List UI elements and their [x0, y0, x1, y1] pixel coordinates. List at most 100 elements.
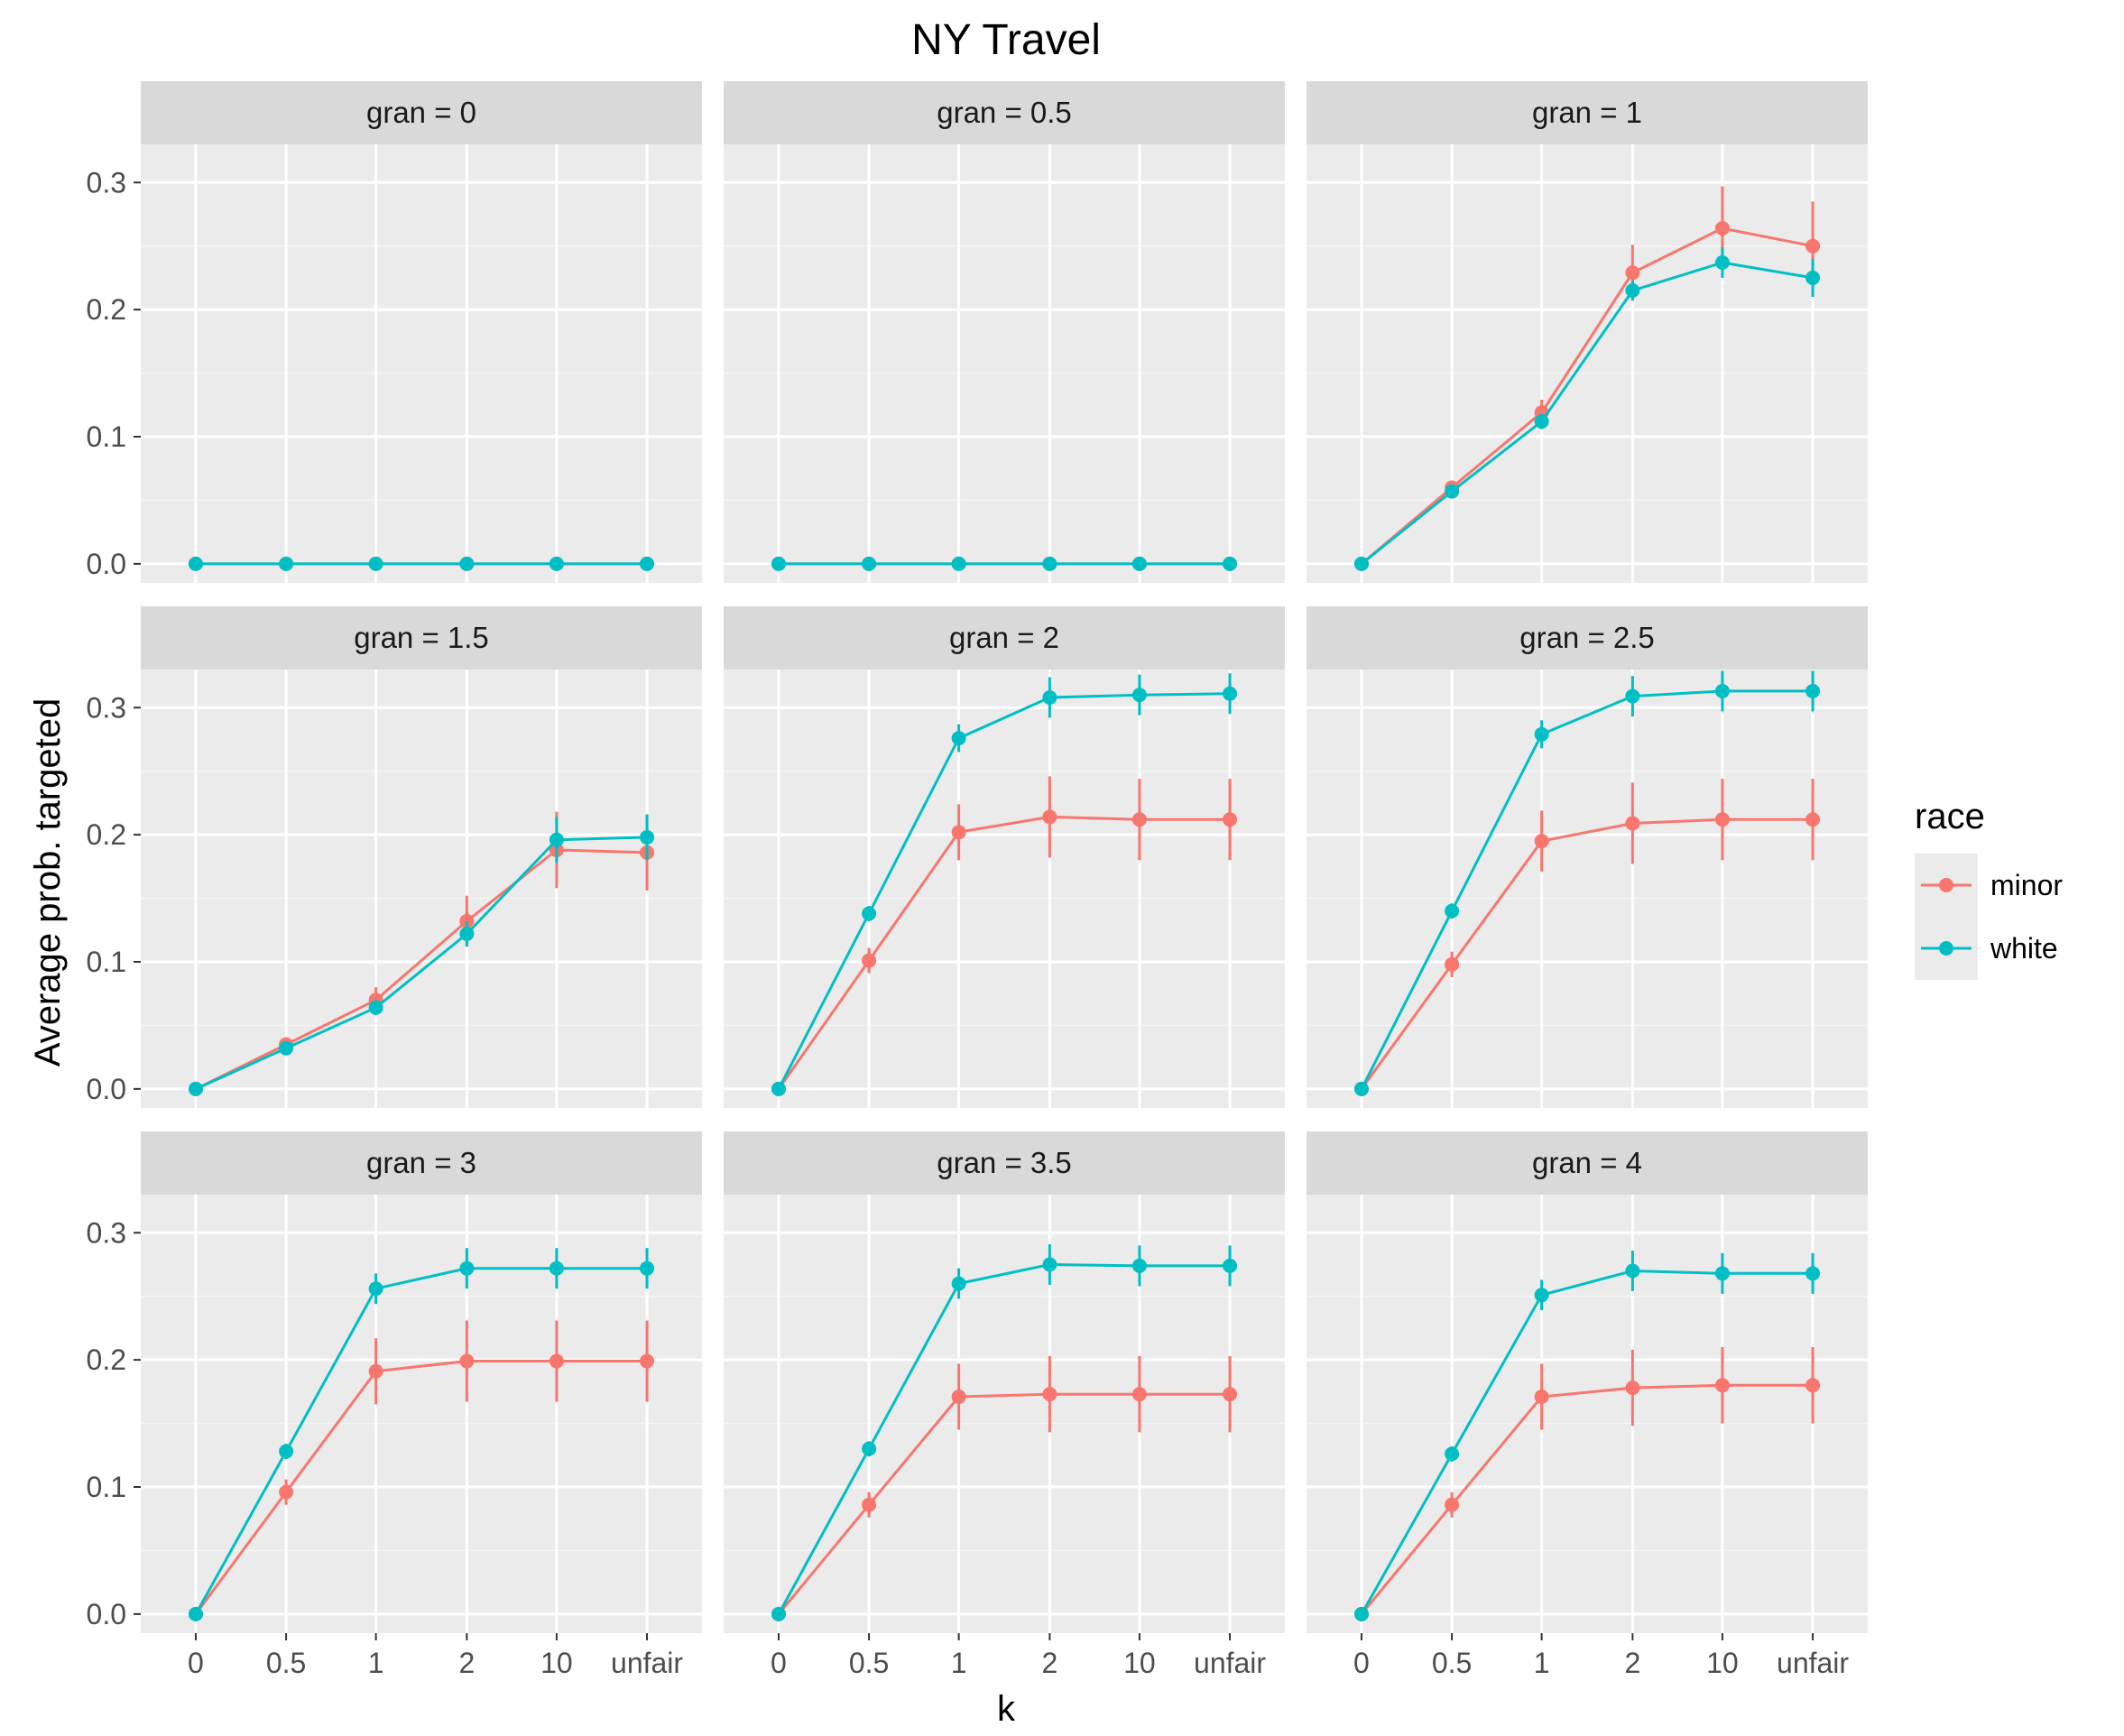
data-point	[640, 829, 655, 845]
data-point	[1353, 1606, 1369, 1621]
x-tick-label: unfair	[611, 1647, 683, 1679]
data-point	[1805, 238, 1821, 254]
data-point	[1625, 265, 1640, 281]
data-point	[862, 556, 877, 571]
y-tick-label: 0.1	[87, 946, 126, 978]
data-point	[549, 556, 564, 571]
data-point	[1223, 1387, 1238, 1402]
facet-strip-label: gran = 0.5	[937, 96, 1072, 129]
data-point	[1714, 812, 1730, 827]
series-line	[195, 836, 648, 1091]
data-point	[1714, 220, 1730, 235]
facet-strip-label: gran = 1	[1532, 96, 1642, 129]
y-tick-label: 0.1	[87, 1471, 126, 1503]
series-line	[1360, 1269, 1813, 1615]
series-white	[188, 556, 655, 571]
data-point	[1805, 683, 1821, 698]
x-tick-label: 1	[1534, 1647, 1550, 1679]
data-point	[549, 1260, 564, 1276]
facet-strip-label: gran = 3	[366, 1146, 476, 1179]
data-point	[862, 1497, 877, 1512]
facet-strip-label: gran = 2	[949, 621, 1059, 654]
data-point	[1625, 816, 1640, 831]
data-point	[1353, 1081, 1369, 1096]
panel-background	[724, 144, 1285, 583]
facet-panel: gran = 4 0 0.5 1 2 10 unfair	[1307, 1131, 1868, 1679]
data-point	[1714, 255, 1730, 271]
x-tick-label: 10	[540, 1647, 573, 1679]
panel-background	[141, 669, 702, 1108]
panel-background	[1307, 669, 1868, 1108]
data-point	[188, 1081, 203, 1096]
data-point	[1042, 1387, 1057, 1402]
data-point	[1805, 1378, 1821, 1393]
series-line	[195, 848, 648, 1091]
facet-panel: gran = 0 0.0 0.1 0.2 0.3	[87, 81, 702, 583]
data-point	[951, 731, 966, 746]
x-tick-label: 10	[1123, 1647, 1156, 1679]
data-point	[368, 1000, 383, 1015]
data-point	[549, 1353, 564, 1369]
facet-strip	[141, 1131, 702, 1195]
series-white	[1353, 247, 1821, 571]
y-tick-label: 0.0	[87, 1598, 126, 1630]
facet-strip	[724, 81, 1285, 144]
data-point	[368, 1281, 383, 1297]
series-line	[1361, 261, 1814, 566]
facet-strip-label: gran = 3.5	[937, 1146, 1072, 1179]
data-point	[1042, 809, 1057, 825]
data-point	[1042, 1257, 1057, 1272]
series-line	[194, 1267, 647, 1615]
data-point	[1131, 688, 1147, 703]
x-tick-label: 0.5	[1432, 1647, 1472, 1679]
series-white	[188, 1248, 655, 1621]
legend-title: race	[1915, 797, 1985, 836]
data-point	[459, 1260, 475, 1276]
x-tick-label: unfair	[1194, 1647, 1266, 1679]
series-minor	[188, 1320, 655, 1621]
panel-background	[724, 1195, 1285, 1633]
x-tick-label: 0	[771, 1647, 787, 1679]
facet-panels: gran = 0 0.0 0.1 0.2 0.3 gran = 0.5 gran = 1 gr…	[87, 81, 1868, 1679]
panel-background	[724, 669, 1285, 1108]
facet-strip	[141, 81, 702, 144]
series-line	[1360, 817, 1813, 1090]
data-point	[1353, 556, 1369, 571]
data-point	[951, 1389, 966, 1404]
data-point	[1534, 726, 1549, 742]
series-white	[1353, 670, 1821, 1096]
legend-label: minor	[1990, 869, 2063, 901]
panel-background	[141, 144, 702, 583]
series-white	[771, 673, 1238, 1096]
data-point	[279, 1444, 294, 1459]
data-point	[1805, 812, 1821, 827]
data-point	[459, 1353, 475, 1369]
data-point	[1042, 556, 1057, 571]
y-tick-label: 0.3	[87, 166, 126, 199]
facet-strip	[724, 606, 1285, 669]
series-line	[194, 1360, 647, 1615]
x-tick-label: 0	[188, 1647, 204, 1679]
data-point	[188, 556, 203, 571]
y-tick-label: 0.3	[87, 1216, 126, 1249]
facet-panel: gran = 3 0.0 0.1 0.2 0.3 0 0.5 1 2 10 unfair	[87, 1131, 702, 1679]
data-point	[279, 556, 294, 571]
data-point	[459, 556, 475, 571]
facet-strip	[1307, 81, 1868, 144]
data-point	[640, 556, 655, 571]
series-minor	[771, 1355, 1238, 1621]
series-line	[777, 1392, 1230, 1615]
data-point	[1131, 556, 1147, 571]
x-tick-label: 2	[1041, 1647, 1057, 1679]
data-point	[951, 825, 966, 840]
legend-entry-minor: minor	[1915, 854, 2063, 917]
y-tick-label: 0.2	[87, 293, 126, 326]
x-tick-label: unfair	[1777, 1647, 1849, 1679]
facet-panel: gran = 2	[724, 606, 1285, 1108]
facet-strip-label: gran = 0	[366, 96, 476, 129]
data-point	[1445, 484, 1460, 499]
data-point	[640, 1353, 655, 1369]
x-tick-label: 2	[458, 1647, 475, 1679]
panel-background	[1307, 144, 1868, 583]
legend-entries: minor white	[1915, 854, 2063, 980]
